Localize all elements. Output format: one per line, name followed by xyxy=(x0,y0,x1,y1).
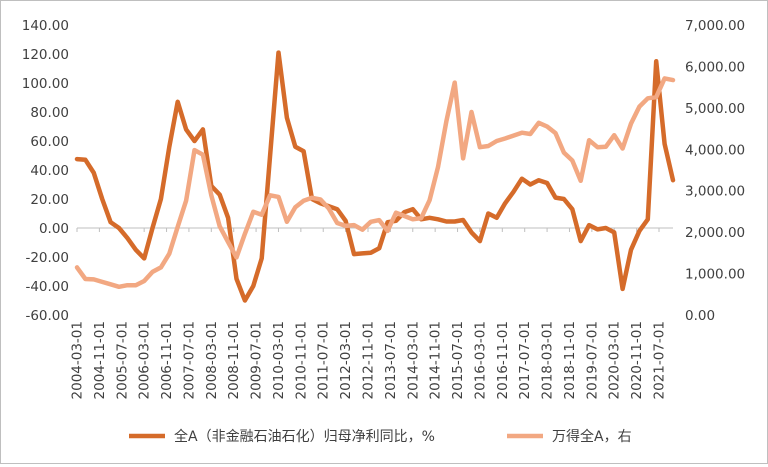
x-tick-label: 2020-11-01 xyxy=(629,321,645,399)
x-tick-label: 2011-07-01 xyxy=(316,321,332,399)
y-left-tick-label: 100.00 xyxy=(22,76,69,92)
x-tick-label: 2008-11-01 xyxy=(226,321,242,399)
x-tick-label: 2016-11-01 xyxy=(495,321,511,399)
y-left-tick-label: 20.00 xyxy=(30,192,69,208)
x-tick-label: 2021-07-01 xyxy=(652,321,668,399)
y-left-tick-label: 60.00 xyxy=(30,134,69,150)
x-tick-label: 2009-07-01 xyxy=(249,321,265,399)
x-tick-label: 2005-07-01 xyxy=(114,321,130,399)
y-right-tick-label: 3,000.00 xyxy=(685,184,745,200)
x-tick-label: 2004-03-01 xyxy=(70,321,86,399)
x-tick-label: 2008-03-01 xyxy=(204,321,220,399)
y-right-tick-label: 2,000.00 xyxy=(685,225,745,241)
x-tick-label: 2018-11-01 xyxy=(562,321,578,399)
y-right-tick-label: 7,000.00 xyxy=(685,18,745,34)
legend-label: 全A（非金融石油石化）归母净利同比，% xyxy=(174,428,435,445)
y-right-tick-label: 5,000.00 xyxy=(685,101,745,117)
y-left-tick-label: -20.00 xyxy=(25,250,69,266)
x-tick-label: 2010-03-01 xyxy=(271,321,287,399)
y-right-tick-label: 6,000.00 xyxy=(685,59,745,75)
y-left-tick-label: -40.00 xyxy=(25,279,69,295)
series-lines xyxy=(74,50,676,303)
x-tick-label: 2014-03-01 xyxy=(405,321,421,399)
x-tick-label: 2014-11-01 xyxy=(428,321,444,399)
x-tick-label: 2007-07-01 xyxy=(181,321,197,399)
y-left-tick-label: 40.00 xyxy=(30,163,69,179)
x-tick-label: 2020-03-01 xyxy=(607,321,623,399)
x-tick-label: 2018-03-01 xyxy=(540,321,556,399)
x-tick-label: 2004-11-01 xyxy=(92,321,108,399)
x-tick-label: 2010-11-01 xyxy=(293,321,309,399)
x-tick-label: 2012-11-01 xyxy=(361,321,377,399)
y-right-tick-label: 0.00 xyxy=(685,308,715,324)
x-tick-label: 2013-07-01 xyxy=(383,321,399,399)
y-right-tick-label: 4,000.00 xyxy=(685,142,745,158)
y-right-tick-label: 1,000.00 xyxy=(685,267,745,283)
y-left-tick-label: 140.00 xyxy=(22,18,69,34)
y-left-tick-label: -60.00 xyxy=(25,308,69,324)
x-tick-label: 2015-07-01 xyxy=(450,321,466,399)
x-tick-label: 2006-11-01 xyxy=(159,321,175,399)
x-tick-label: 2012-03-01 xyxy=(338,321,354,399)
y-axis-left: 140.00 120.00 100.00 80.00 60.00 40.00 20.00 0.… xyxy=(22,18,69,324)
x-tick-label: 2017-07-01 xyxy=(517,321,533,399)
y-left-tick-label: 80.00 xyxy=(30,105,69,121)
x-tick-label: 2006-03-01 xyxy=(137,321,153,399)
y-left-tick-label: 120.00 xyxy=(22,47,69,63)
legend: 全A（非金融石油石化）归母净利同比，% 万得全A，右 xyxy=(129,428,632,445)
series-line-wind-a-index xyxy=(74,76,676,290)
x-axis: 2004-03-01 2004-11-01 2005-07-01 2006-03-01… xyxy=(70,227,673,399)
x-tick-label: 2016-03-01 xyxy=(472,321,488,399)
y-left-tick-label: 0.00 xyxy=(39,221,69,237)
x-tick-label: 2019-07-01 xyxy=(584,321,600,399)
legend-label: 万得全A，右 xyxy=(552,428,632,445)
y-axis-right: 7,000.00 6,000.00 5,000.00 4,000.00 3,000.00… xyxy=(685,18,745,324)
series-line-profit-growth xyxy=(74,50,676,303)
